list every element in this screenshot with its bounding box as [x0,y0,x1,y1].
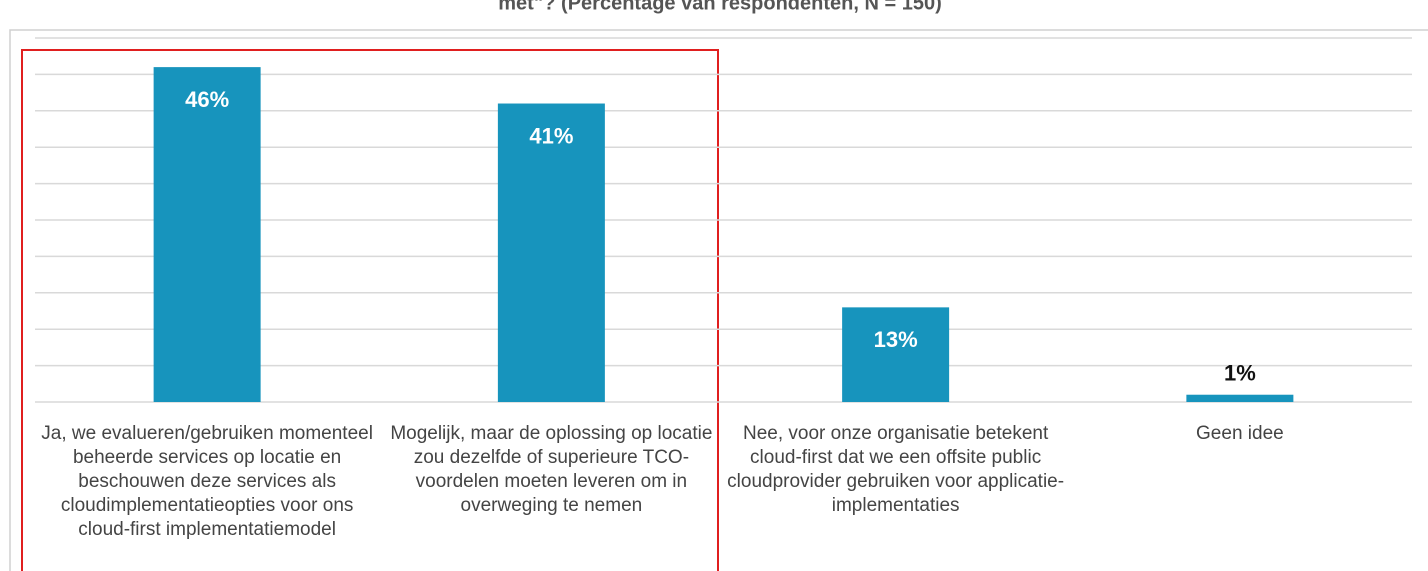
x-tick-label: Nee, voor onze organisatie betekent clou… [727,423,1065,516]
x-tick-label: Geen idee [1196,423,1284,444]
data-label: 41% [529,123,573,148]
bar [497,103,605,403]
data-label: 46% [185,87,229,112]
x-tick-label: Ja, we evalueren/gebruiken momenteel beh… [41,423,373,540]
bar [153,67,261,403]
chart-border [9,29,1428,571]
chart-title: met"? (Percentage van respondenten, N = … [498,0,942,14]
bar [842,307,950,402]
highlight-box [21,49,719,571]
bar [1186,394,1294,402]
data-label: 1% [1224,361,1256,386]
data-label: 13% [874,327,918,352]
x-tick-label: Mogelijk, maar de oplossing op locatie z… [390,423,713,516]
